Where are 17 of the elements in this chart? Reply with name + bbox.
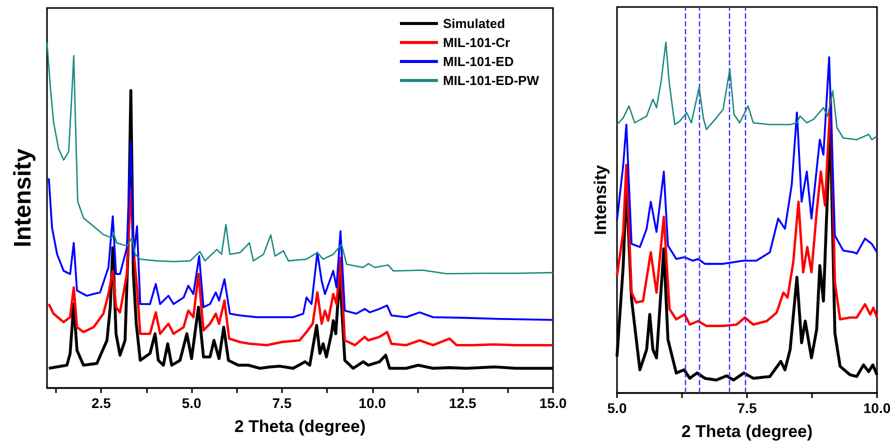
x-tick-label: 10.0 [863, 400, 891, 416]
x-tick-label: 12.5 [449, 395, 476, 411]
x-tick-label: 7.5 [737, 400, 757, 416]
legend-label: MIL-101-Cr [442, 35, 510, 50]
x-tick-label: 5.0 [182, 395, 202, 411]
legend-label: MIL-101-ED [442, 54, 514, 69]
legend-label: Simulated [442, 16, 506, 31]
x-tick-label: 2.5 [91, 395, 112, 411]
x-axis-title: 2 Theta (degree) [234, 417, 366, 436]
x-axis-title: 2 Theta (degree) [681, 422, 813, 441]
y-axis-title: Intensity [10, 148, 36, 248]
x-tick-label: 7.5 [272, 395, 292, 411]
x-tick-label: 5.0 [607, 400, 627, 416]
legend-label: MIL-101-ED-PW [442, 73, 540, 88]
x-tick-label: 10.0 [358, 395, 386, 411]
x-tick-label: 15.0 [539, 395, 567, 411]
y-axis-title: Intensity [591, 164, 610, 235]
